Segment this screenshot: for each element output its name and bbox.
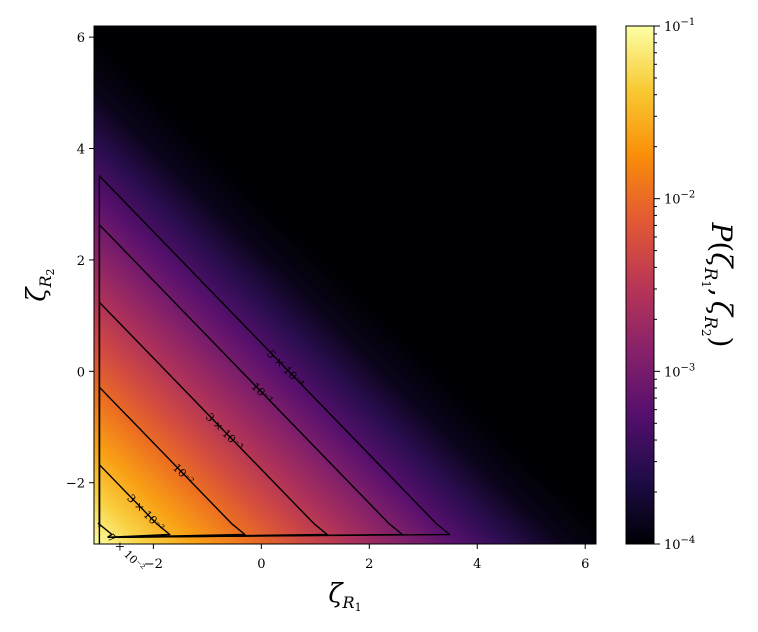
x-tick-label: −2: [144, 557, 163, 572]
contour-line: [97, 522, 113, 544]
colorbar-label: P(ζR1,ζR2): [699, 222, 738, 348]
heatmap-field: [94, 26, 596, 544]
y-axis-label: ζR2: [22, 268, 57, 301]
x-tick-label: 2: [365, 557, 373, 572]
y-tick-label: 2: [77, 254, 85, 269]
y-axis-ticks: −2 0 2 4 6: [66, 31, 94, 492]
contour-line: [98, 386, 246, 538]
colorbar-gradient: [625, 25, 655, 545]
colorbar-tick-label: 10−2: [664, 190, 695, 208]
y-axis-label-r: R: [36, 275, 55, 288]
y-axis-label-zeta: ζ: [22, 286, 52, 302]
plot-frame: [93, 25, 597, 545]
contour-line: [98, 464, 171, 538]
colorbar-tick-label: 10−4: [664, 535, 695, 553]
x-axis-label-zeta: ζ: [328, 579, 344, 609]
x-axis-label-r: R: [342, 593, 355, 612]
colorbar-label-comma: ,: [705, 288, 738, 297]
colorbar-label-r2: R: [700, 315, 720, 329]
contour-line: [98, 224, 403, 538]
heatmap-area: 5 × 10⁻⁴10⁻³3 × 10⁻³10⁻²3 × 10⁻²7 × 10⁻²: [93, 25, 597, 574]
colorbar-label-r1: R: [700, 267, 720, 281]
y-axis-label-index: 2: [44, 268, 57, 275]
x-tick-label: 4: [473, 557, 481, 572]
y-tick-label: 0: [77, 365, 85, 380]
x-tick-label: 6: [581, 557, 589, 572]
colorbar: 10−110−210−310−4 P(ζR1,ζR2): [625, 17, 738, 553]
colorbar-label-p: P: [705, 222, 738, 243]
contour-line: [98, 301, 328, 538]
colorbar-label-zeta1: ζ: [705, 252, 738, 269]
colorbar-tick-label: 10−1: [664, 17, 695, 35]
x-tick-label: 0: [257, 557, 265, 572]
colorbar-label-open: (: [705, 241, 738, 252]
colorbar-ticks: 10−1 10−2 10−3 10−4: [654, 17, 695, 553]
colorbar-label-close: ): [705, 337, 738, 348]
y-tick-label: −2: [66, 477, 85, 492]
x-axis-label: ζR1: [328, 579, 361, 614]
y-tick-label: 4: [77, 143, 85, 158]
contour-lines: [97, 175, 451, 544]
y-tick-label: 6: [77, 31, 85, 46]
x-axis-ticks: −2 0 2 4 6: [144, 544, 589, 572]
colorbar-label-zeta2: ζ: [705, 301, 738, 318]
colorbar-label-n1: 1: [699, 280, 713, 288]
x-axis-label-index: 1: [355, 601, 362, 614]
colorbar-tick-label: 10−3: [664, 362, 695, 380]
colorbar-label-n2: 2: [699, 329, 713, 337]
